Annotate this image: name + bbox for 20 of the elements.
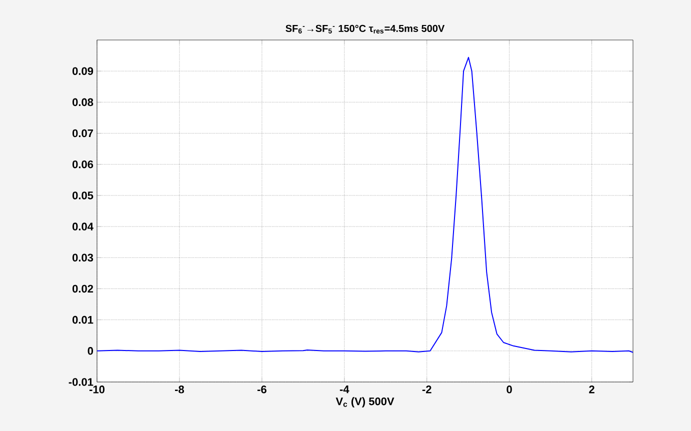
y-tick-label: 0 <box>88 347 94 355</box>
x-tick-label: -6 <box>257 386 266 394</box>
x-tick-label: -8 <box>175 386 184 394</box>
y-tick-label: 0.09 <box>72 67 94 75</box>
y-tick-label: 0.04 <box>72 222 94 230</box>
y-tick-label: -0.01 <box>68 378 94 386</box>
y-tick-label: 0.02 <box>72 284 94 293</box>
y-tick-label: 0.05 <box>72 192 94 200</box>
y-tick-label: 0.08 <box>72 98 94 106</box>
x-tick-label: 2 <box>589 386 594 394</box>
x-tick-label: 0 <box>506 386 512 394</box>
y-tick-label: 0.01 <box>72 316 94 324</box>
y-tick-label: 0.03 <box>72 254 94 262</box>
y-tick-label: 0.07 <box>72 129 93 138</box>
x-axis-title: V$_{c}$ (V) 500V <box>336 397 394 408</box>
x-tick-label: -2 <box>422 386 432 394</box>
chart-title: SF$_{6}$$^{-}$→SF$_{5}$$^{-}$ 150°C τ$_{res}$=4.5ms 500V <box>286 24 445 34</box>
x-tick-label: -10 <box>89 386 104 394</box>
x-tick-label: -4 <box>340 386 350 394</box>
y-tick-label: 0.06 <box>72 160 94 168</box>
